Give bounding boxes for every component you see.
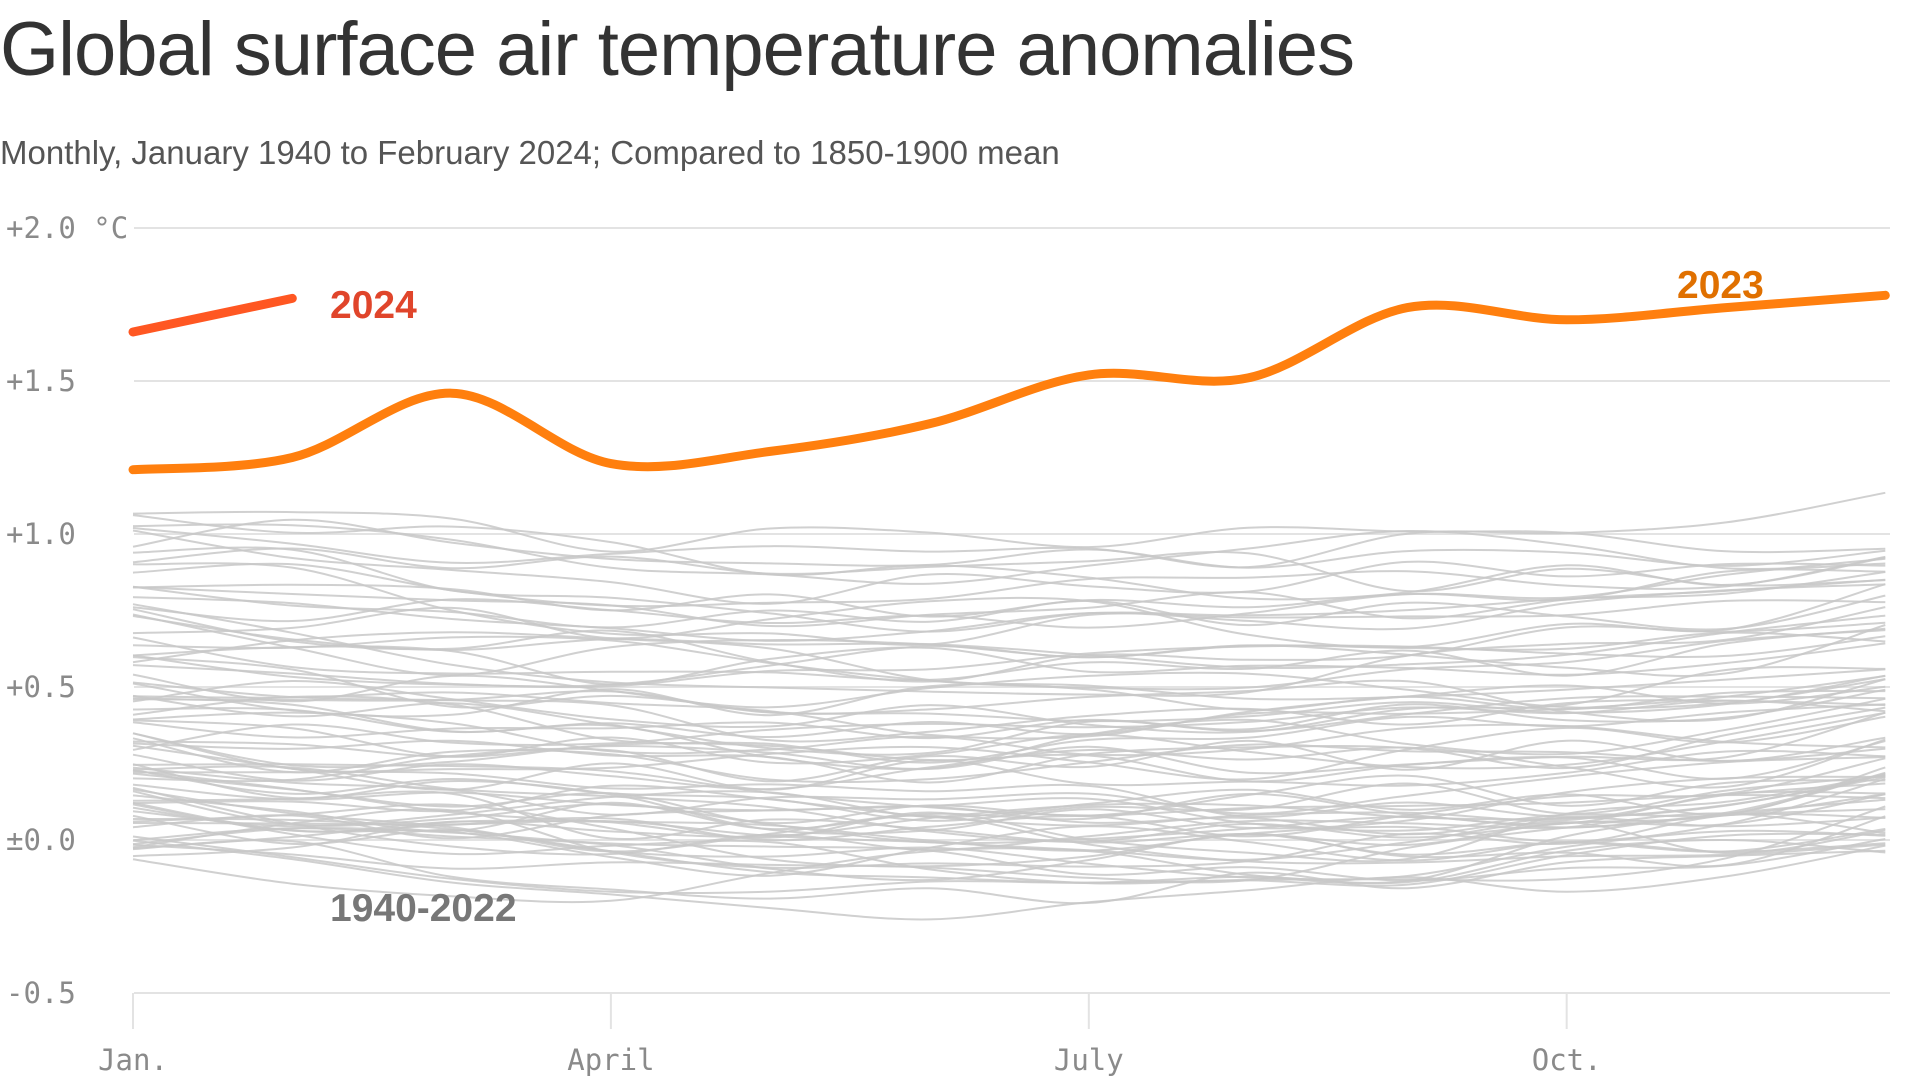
history-line (132, 491, 1886, 569)
history-line (132, 629, 1886, 691)
history-line (132, 514, 1886, 601)
history-line (132, 756, 1886, 816)
history-line (132, 666, 1886, 734)
x-tick-label: Jan. (98, 1043, 168, 1077)
x-tick-label: July (1054, 1043, 1124, 1077)
history-line (132, 555, 1886, 608)
series-line-2024 (128, 293, 297, 337)
history-line (132, 772, 1886, 825)
history-line (132, 547, 1886, 593)
history-line (132, 770, 1886, 818)
history-line (132, 523, 1886, 585)
y-tick-label: +1.5 (6, 364, 76, 398)
history-line (132, 529, 1886, 605)
history-line (132, 518, 1886, 569)
history-line (132, 803, 1886, 868)
series-label-2024: 2024 (330, 284, 417, 327)
y-tick-label: -0.5 (6, 976, 76, 1010)
series-line-2023 (128, 290, 1890, 475)
history-line (132, 839, 1886, 921)
chart-labels: 2024 2023 1940-2022 (330, 264, 1764, 930)
highlighted-years (128, 290, 1890, 475)
history-line (132, 782, 1886, 827)
history-line (132, 815, 1886, 882)
history-line (132, 839, 1886, 905)
history-line (132, 803, 1886, 887)
series-label-2023: 2023 (1677, 264, 1764, 307)
history-line (132, 585, 1886, 631)
history-line (132, 819, 1886, 861)
history-line (132, 583, 1886, 642)
history-line (132, 510, 1886, 554)
history-line (132, 673, 1886, 723)
history-line (132, 772, 1886, 856)
page-subtitle: Monthly, January 1940 to February 2024; … (0, 134, 1060, 171)
history-line (132, 697, 1886, 775)
history-line (132, 736, 1886, 783)
history-line (132, 688, 1886, 756)
history-line (132, 603, 1886, 697)
history-line (132, 562, 1886, 646)
history-line (132, 829, 1886, 895)
x-tick-label: Oct. (1532, 1043, 1602, 1077)
history-line (132, 635, 1886, 689)
y-tick-label: +2.0 °C (6, 211, 128, 245)
x-axis-ticks: Jan. April July Oct. (98, 993, 1602, 1077)
history-line (132, 765, 1886, 843)
x-tick-label: April (567, 1043, 654, 1077)
historical-lines-1940-2022 (132, 491, 1886, 921)
history-line (132, 697, 1886, 770)
y-tick-label: ±0.0 (6, 823, 76, 857)
page-title: Global surface air temperature anomalies (0, 7, 1355, 92)
y-tick-label: +0.5 (6, 670, 76, 704)
history-line (132, 631, 1886, 701)
history-line (132, 766, 1886, 828)
history-line (132, 583, 1886, 649)
history-line (132, 614, 1886, 669)
history-line (132, 613, 1886, 677)
history-line (132, 711, 1886, 770)
series-label-1940-2022: 1940-2022 (330, 887, 517, 930)
history-line (132, 769, 1886, 822)
y-tick-label: +1.0 (6, 517, 76, 551)
